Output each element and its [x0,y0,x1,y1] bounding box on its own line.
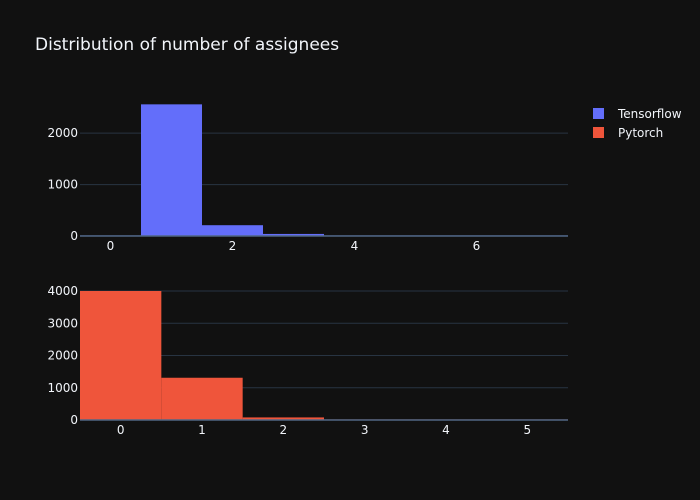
x-tick-label: 1 [198,423,206,437]
x-tick-label: 2 [280,423,288,437]
legend-swatch [593,127,604,138]
pytorch-histogram-panel: 0 1000 2000 3000 4000 0 1 2 3 4 5 [47,284,568,437]
histogram-bar [202,225,263,236]
y-tick-label: 0 [70,229,78,243]
x-tick-label: 4 [351,239,359,253]
tensorflow-histogram-panel: 0 1000 2000 0 2 4 6 [47,104,568,253]
y-tick-label: 1000 [47,178,78,192]
y-tick-label: 3000 [47,316,78,330]
y-tick-label: 2000 [47,349,78,363]
histogram-bar [80,291,162,420]
legend-label: Tensorflow [617,107,682,121]
y-tick-label: 4000 [47,284,78,298]
legend-label: Pytorch [618,126,663,140]
x-tick-label: 3 [361,423,369,437]
y-tick-label: 2000 [47,126,78,140]
x-tick-label: 0 [107,239,115,253]
histogram-bar [242,417,324,420]
histogram-bar [161,377,243,420]
x-tick-label: 0 [117,423,125,437]
histogram-bar [263,233,324,236]
x-tick-label: 6 [473,239,481,253]
y-tick-label: 0 [70,413,78,427]
legend: Tensorflow Pytorch [593,107,682,140]
y-tick-label: 1000 [47,381,78,395]
x-tick-label: 2 [229,239,237,253]
chart-title: Distribution of number of assignees [35,35,339,55]
x-tick-label: 4 [442,423,450,437]
legend-swatch [593,108,604,119]
x-tick-label: 5 [524,423,532,437]
histogram-bar [141,104,202,236]
